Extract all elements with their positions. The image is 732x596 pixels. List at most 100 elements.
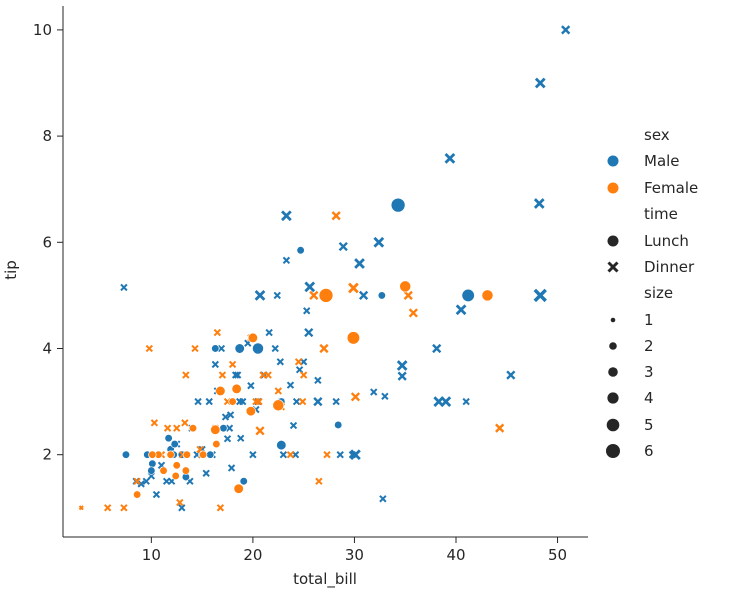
data-point-dinner xyxy=(303,307,311,315)
data-point-dinner xyxy=(462,397,470,406)
data-point-lunch xyxy=(164,434,173,443)
data-point-lunch xyxy=(166,450,175,459)
data-point-dinner xyxy=(78,505,84,511)
legend-entry-size-3: 3 xyxy=(608,363,654,381)
data-point-lunch xyxy=(276,439,287,451)
data-point-dinner xyxy=(231,371,240,379)
data-point-dinner xyxy=(176,498,184,507)
data-point-dinner xyxy=(227,464,236,472)
data-point-lunch xyxy=(206,450,215,459)
data-point-dinner xyxy=(228,360,237,369)
data-point-lunch xyxy=(377,291,387,300)
data-point-dinner xyxy=(455,304,467,316)
data-point-dinner xyxy=(348,282,359,294)
data-point-lunch xyxy=(231,383,242,395)
legend-marker-size-4 xyxy=(607,392,619,404)
legend-entry-male: Male xyxy=(607,152,680,170)
legend-marker-size-6 xyxy=(606,444,620,458)
data-point-dinner xyxy=(294,358,303,366)
data-point-lunch xyxy=(228,397,237,406)
data-point-dinner xyxy=(274,387,282,395)
data-point-dinner xyxy=(254,290,266,301)
data-point-dinner xyxy=(163,424,172,432)
data-point-dinner xyxy=(152,490,161,499)
data-point-dinner xyxy=(403,290,413,300)
legend-marker-male xyxy=(607,155,619,167)
legend-label-female: Female xyxy=(644,179,698,197)
data-point-dinner xyxy=(323,451,331,459)
data-point-lunch xyxy=(148,459,157,468)
data-point-dinner xyxy=(211,360,219,369)
legend-marker-size-2 xyxy=(609,342,617,350)
legend-label-dinner: Dinner xyxy=(644,258,695,276)
data-point-lunch xyxy=(334,420,343,430)
data-point-lunch xyxy=(171,471,180,481)
data-point-dinner xyxy=(338,241,348,252)
data-point-lunch xyxy=(182,450,192,459)
data-point-dinner xyxy=(533,288,547,303)
legend-label-size-1: 1 xyxy=(644,311,654,329)
data-point-dinner xyxy=(348,451,357,459)
legend-label-size-4: 4 xyxy=(644,389,654,407)
data-point-lunch xyxy=(461,288,475,303)
data-point-lunch xyxy=(210,424,221,435)
data-point-dinner xyxy=(444,153,456,164)
legend-entry-dinner: Dinner xyxy=(607,258,695,276)
data-point-lunch xyxy=(172,461,181,470)
data-point-dinner xyxy=(221,413,230,421)
y-axis-label: tip xyxy=(2,260,20,280)
axes: 10 20 30 40 50 2 4 6 8 10 total_bill tip xyxy=(2,6,588,589)
data-point-dinner xyxy=(370,388,378,396)
data-point-dinner xyxy=(142,477,150,485)
legend-label-size-6: 6 xyxy=(644,442,654,460)
data-point-lunch xyxy=(219,423,228,433)
legend-entry-size-2: 2 xyxy=(609,337,654,355)
data-point-lunch xyxy=(346,331,361,345)
data-point-dinner xyxy=(304,327,314,338)
data-point-dinner xyxy=(397,371,407,381)
data-point-dinner xyxy=(255,397,263,406)
data-point-dinner xyxy=(273,291,281,300)
data-point-dinner xyxy=(239,397,247,406)
data-point-dinner xyxy=(313,397,323,407)
data-point-dinner xyxy=(309,290,319,300)
x-tick-label: 50 xyxy=(548,546,567,564)
data-point-lunch xyxy=(318,288,334,303)
data-point-lunch xyxy=(148,450,157,459)
data-point-dinner xyxy=(205,397,213,406)
data-point-dinner xyxy=(233,371,242,379)
legend-marker-female xyxy=(607,182,619,194)
data-point-lunch xyxy=(234,343,245,354)
data-point-dinner xyxy=(286,381,295,389)
data-point-lunch xyxy=(247,332,259,344)
data-point-lunch xyxy=(147,466,156,475)
data-point-dinner xyxy=(336,451,344,459)
data-point-dinner xyxy=(298,397,307,406)
data-point-dinner xyxy=(282,256,291,265)
data-point-lunch xyxy=(481,289,494,302)
data-point-dinner xyxy=(216,504,225,512)
legend-title-hue: sex xyxy=(644,126,670,144)
data-point-dinner xyxy=(533,198,545,209)
data-point-dinner xyxy=(281,210,292,222)
data-point-lunch xyxy=(215,385,226,397)
data-point-dinner xyxy=(223,435,232,443)
data-point-dinner xyxy=(237,434,245,442)
data-point-dinner xyxy=(194,397,202,406)
data-point-dinner xyxy=(181,419,189,427)
legend-entry-size-6: 6 xyxy=(606,442,654,460)
data-point-dinner xyxy=(265,328,273,337)
legend-marker-size-1 xyxy=(610,317,616,323)
legend-entry-size-1: 1 xyxy=(610,311,654,329)
data-point-lunch xyxy=(239,477,248,486)
legend-entry-female: Female xyxy=(607,179,698,197)
legend-label-size-5: 5 xyxy=(644,416,654,434)
data-point-dinner xyxy=(226,411,235,419)
data-point-dinner xyxy=(182,371,190,379)
data-point-dinner xyxy=(247,381,255,390)
data-point-dinner xyxy=(218,371,227,379)
data-point-dinner xyxy=(506,370,516,380)
legend-label-lunch: Lunch xyxy=(644,232,689,250)
legend-label-male: Male xyxy=(644,152,680,170)
